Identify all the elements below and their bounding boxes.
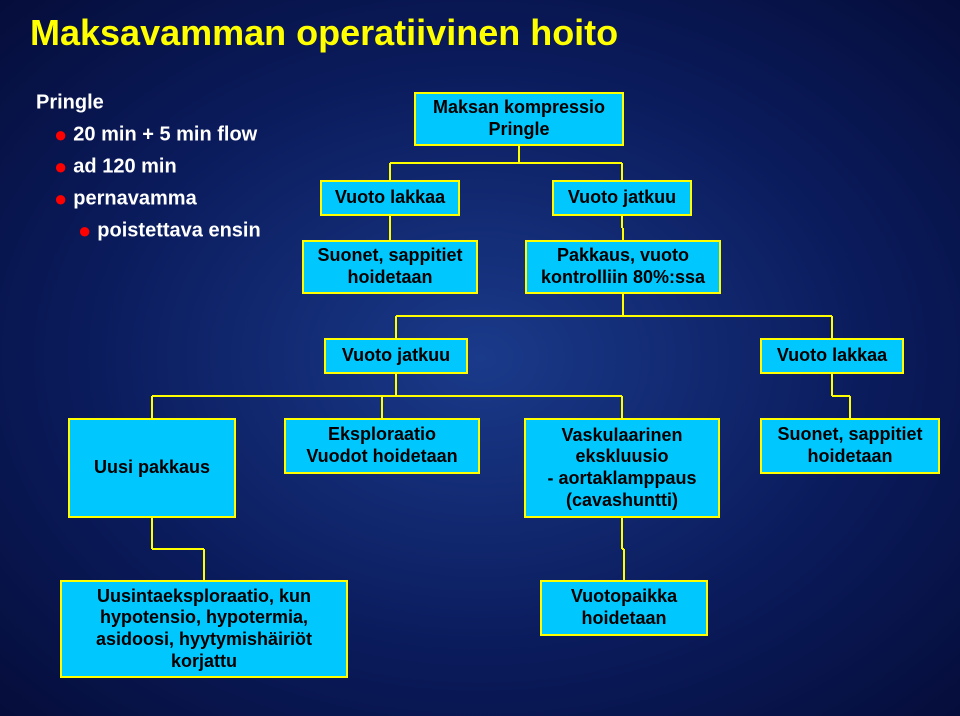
node-eksploraatio: Eksploraatio Vuodot hoidetaan (284, 418, 480, 474)
node-text: Vuotopaikka (571, 586, 677, 608)
node-vuoto-jatkuu-2: Vuoto jatkuu (324, 338, 468, 374)
node-text: Pringle (488, 119, 549, 141)
node-text: Vaskulaarinen (561, 425, 682, 447)
node-uusi-pakkaus: Uusi pakkaus (68, 418, 236, 518)
node-vuotopaikka: Vuotopaikka hoidetaan (540, 580, 708, 636)
node-text: Suonet, sappitiet (317, 245, 462, 267)
node-text: Maksan kompressio (433, 97, 605, 119)
node-text: korjattu (171, 651, 237, 673)
bullet-2: ● 20 min + 5 min flow (54, 122, 261, 148)
node-uusintaeksploraatio: Uusintaeksploraatio, kun hypotensio, hyp… (60, 580, 348, 678)
node-text: Suonet, sappitiet (777, 424, 922, 446)
node-suonet-sappitiet-1: Suonet, sappitiet hoidetaan (302, 240, 478, 294)
node-vuoto-lakkaa-1: Vuoto lakkaa (320, 180, 460, 216)
node-text: - aortaklamppaus (547, 468, 696, 490)
node-root: Maksan kompressio Pringle (414, 92, 624, 146)
node-text: hypotensio, hypotermia, (100, 607, 308, 629)
node-text: hoidetaan (807, 446, 892, 468)
bullet-list: Pringle ● 20 min + 5 min flow ● ad 120 min… (30, 90, 261, 250)
node-text: asidoosi, hyytymishäiriöt (96, 629, 312, 651)
node-text: kontrolliin 80%:ssa (541, 267, 705, 289)
node-text: Uusi pakkaus (94, 457, 210, 479)
bullet-5-text: poistettava ensin (97, 219, 260, 241)
bullet-4-text: pernavamma (73, 187, 196, 209)
node-pakkaus: Pakkaus, vuoto kontrolliin 80%:ssa (525, 240, 721, 294)
node-text: Vuoto jatkuu (342, 345, 450, 367)
page-title: Maksavamman operatiivinen hoito (30, 12, 618, 54)
node-text: Vuodot hoidetaan (306, 446, 457, 468)
bullet-3-text: ad 120 min (73, 155, 176, 177)
bullet-1-text: Pringle (36, 91, 104, 113)
node-vuoto-jatkuu-1: Vuoto jatkuu (552, 180, 692, 216)
node-vuoto-lakkaa-2: Vuoto lakkaa (760, 338, 904, 374)
bullet-dot-icon: ● (54, 122, 67, 147)
bullet-1: Pringle (30, 90, 261, 116)
bullet-2-text: 20 min + 5 min flow (73, 123, 257, 145)
node-text: Pakkaus, vuoto (557, 245, 689, 267)
node-text: Vuoto jatkuu (568, 187, 676, 209)
node-text: ekskluusio (575, 446, 668, 468)
bullet-5: ● poistettava ensin (78, 218, 261, 244)
bullet-dot-icon: ● (78, 218, 91, 243)
node-suonet-sappitiet-2: Suonet, sappitiet hoidetaan (760, 418, 940, 474)
bullet-4: ● pernavamma (54, 186, 261, 212)
bullet-dot-icon: ● (54, 154, 67, 179)
node-vaskulaarinen: Vaskulaarinen ekskluusio - aortaklamppau… (524, 418, 720, 518)
node-text: hoidetaan (347, 267, 432, 289)
bullet-dot-icon: ● (54, 186, 67, 211)
bullet-3: ● ad 120 min (54, 154, 261, 180)
node-text: Vuoto lakkaa (777, 345, 887, 367)
node-text: (cavashuntti) (566, 490, 678, 512)
node-text: Vuoto lakkaa (335, 187, 445, 209)
node-text: Uusintaeksploraatio, kun (97, 586, 311, 608)
node-text: Eksploraatio (328, 424, 436, 446)
node-text: hoidetaan (581, 608, 666, 630)
